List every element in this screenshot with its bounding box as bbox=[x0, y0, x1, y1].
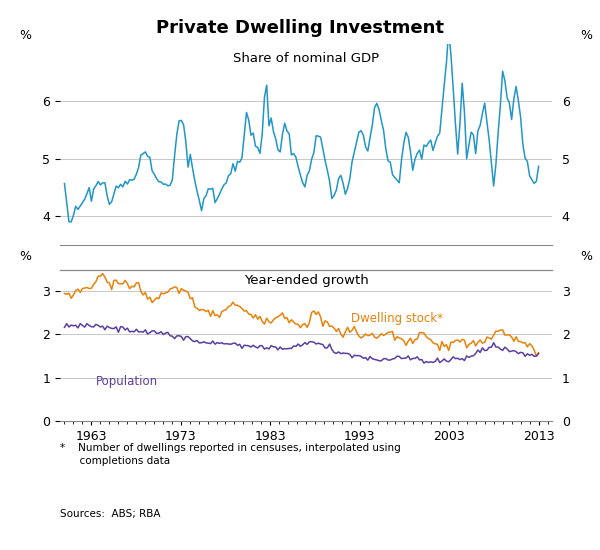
Text: Sources:  ABS; RBA: Sources: ABS; RBA bbox=[60, 509, 161, 519]
Text: *    Number of dwellings reported in censuses, interpolated using: * Number of dwellings reported in census… bbox=[60, 443, 401, 453]
Text: %: % bbox=[20, 250, 32, 263]
Text: %: % bbox=[20, 29, 32, 42]
Text: Private Dwelling Investment: Private Dwelling Investment bbox=[156, 19, 444, 37]
Text: Year-ended growth: Year-ended growth bbox=[244, 274, 368, 287]
Text: Population: Population bbox=[96, 375, 158, 388]
Text: %: % bbox=[580, 250, 592, 263]
Text: Share of nominal GDP: Share of nominal GDP bbox=[233, 52, 379, 65]
Text: completions data: completions data bbox=[60, 456, 170, 466]
Text: Dwelling stock*: Dwelling stock* bbox=[351, 312, 443, 325]
Text: %: % bbox=[580, 29, 592, 42]
